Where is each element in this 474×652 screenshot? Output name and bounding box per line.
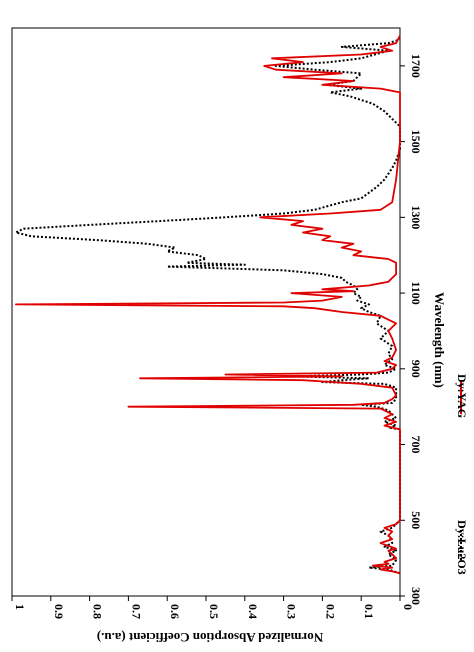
- x-tick-label: 900: [409, 360, 423, 378]
- y-tick-label: 0.4: [246, 604, 260, 619]
- y-axis-title: Normalized Absorption Coefficient (a.u.): [97, 630, 323, 645]
- x-tick-label: 1100: [409, 281, 423, 304]
- y-tick-label: 0.1: [362, 604, 376, 619]
- series-line-dyyag: [15, 35, 401, 575]
- y-tick-label: 0.8: [91, 604, 105, 619]
- x-axis-title: Wavelength (nm): [432, 292, 447, 388]
- plot-area: 300 500 700 900 1100 1300 1500 1700 0 0.1 0.2 0.3 0.…: [11, 27, 423, 619]
- legend-label-dylu2o3: Dy:Lu2O3: [455, 520, 469, 575]
- x-tick-label: 300: [409, 587, 423, 605]
- y-tick-label: 0.3: [285, 604, 299, 619]
- y-tick-label: 1: [13, 604, 27, 610]
- x-tick-label: 1300: [409, 205, 423, 229]
- legend: Dy:Lu2O3 Dy:YAG: [455, 374, 469, 575]
- y-tick-label: 0.5: [207, 604, 221, 619]
- x-tick-label: 1700: [409, 54, 423, 78]
- y-tick-label: 0.7: [129, 604, 143, 619]
- y-tick-label: 0.2: [323, 604, 337, 619]
- legend-label-dyyag: Dy:YAG: [455, 374, 469, 418]
- y-tick-label: 0.9: [52, 604, 66, 619]
- y-tick-label: 0.6: [168, 604, 182, 619]
- x-tick-label: 500: [409, 511, 423, 529]
- x-tick-label: 1500: [409, 130, 423, 154]
- y-tick-label: 0: [401, 604, 415, 610]
- x-tick-label: 700: [409, 436, 423, 454]
